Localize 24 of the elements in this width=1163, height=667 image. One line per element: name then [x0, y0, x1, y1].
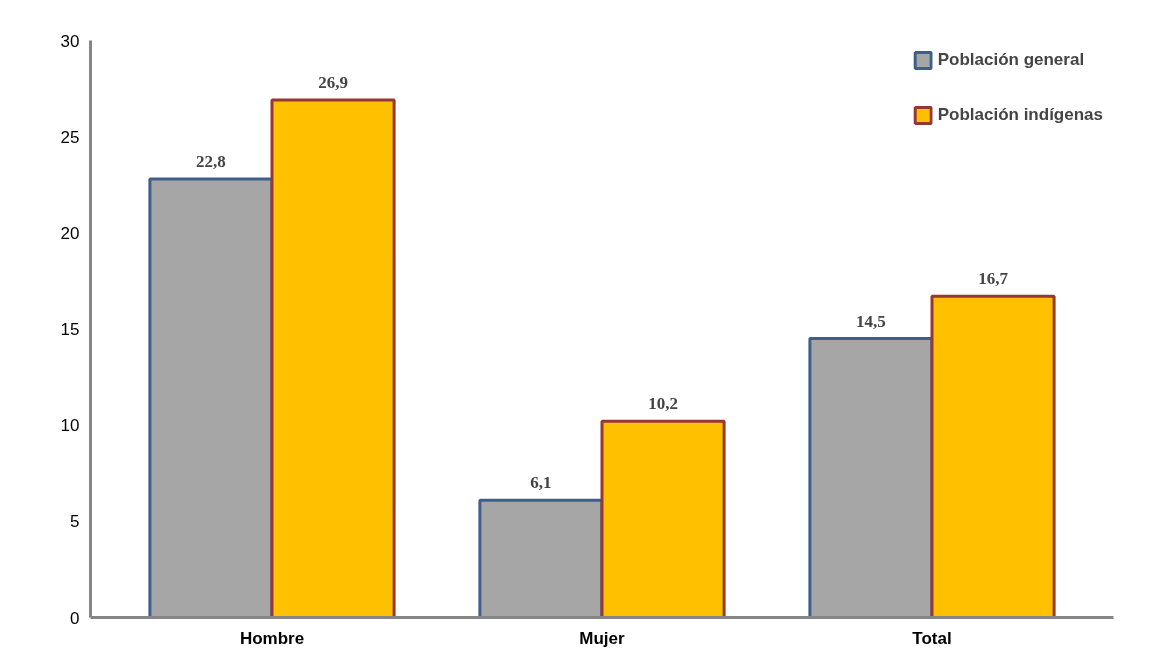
bar	[808, 337, 934, 618]
bar	[600, 419, 726, 618]
bar	[270, 98, 396, 618]
x-tick-label: Mujer	[579, 628, 626, 648]
legend-label: Población general	[937, 50, 1085, 70]
data-label: 6,1	[530, 473, 552, 493]
legend-label: Población indígenas	[937, 105, 1103, 125]
y-tick-label: 0	[70, 608, 80, 628]
bar	[148, 177, 274, 618]
y-tick-label: 30	[60, 31, 80, 51]
data-label: 22,8	[196, 151, 226, 171]
y-tick-label: 20	[60, 223, 80, 243]
data-label: 16,7	[978, 269, 1009, 289]
x-tick-label: Total	[912, 628, 952, 648]
y-tick-label: 10	[60, 416, 80, 436]
bar	[930, 294, 1056, 618]
y-tick-label: 25	[60, 127, 80, 147]
data-label: 14,5	[856, 311, 886, 331]
x-tick-label: Hombre	[239, 628, 305, 648]
data-label: 26,9	[318, 73, 348, 93]
data-label: 10,2	[648, 394, 678, 414]
bar	[478, 498, 604, 618]
y-tick-label: 15	[60, 320, 80, 339]
y-tick-label: 5	[70, 512, 80, 532]
